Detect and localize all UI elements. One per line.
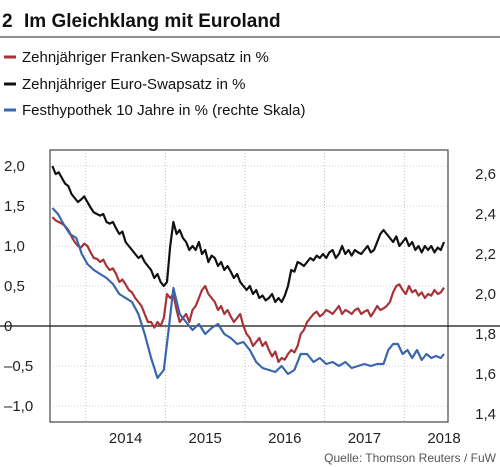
right-tick-label: 1,4 — [475, 406, 496, 423]
figure-number: 2 — [2, 11, 13, 32]
x-tick-label: 2014 — [109, 430, 142, 447]
left-tick-label: –1,0 — [4, 398, 33, 415]
left-tick-label: –0,5 — [4, 358, 33, 375]
x-tick-label: 2017 — [348, 430, 381, 447]
x-tick-label: 2015 — [189, 430, 222, 447]
legend-label-eur: Zehnjähriger Euro-Swapsatz in % — [22, 76, 245, 93]
right-tick-label: 1,6 — [475, 366, 496, 383]
source-note: Quelle: Thomson Reuters / FuW — [324, 451, 497, 465]
right-tick-label: 2,0 — [475, 286, 496, 303]
right-axis-ticks: 2,6 2,4 2,2 2,0 1,8 1,6 1,4 — [475, 166, 496, 423]
series-line-eur-swap — [51, 165, 446, 304]
series-line-chf-swap — [51, 216, 445, 364]
chart-title: Im Gleichklang mit Euroland — [24, 11, 281, 32]
x-axis-ticks: 2014 2015 2016 2017 2018 — [109, 430, 461, 447]
left-tick-label: 2,0 — [4, 158, 25, 175]
series-line-mortgage — [51, 207, 445, 380]
left-axis-ticks: 2,0 1,5 1,0 0,5 0 –0,5 –1,0 — [4, 158, 33, 415]
right-tick-label: 2,4 — [475, 206, 496, 223]
grid-lines — [50, 150, 448, 422]
right-tick-label: 2,2 — [475, 246, 496, 263]
left-tick-label: 1,5 — [4, 198, 25, 215]
legend: Zehnjähriger Franken-Swapsatz in % Zehnj… — [4, 49, 305, 119]
x-tick-label: 2016 — [268, 430, 301, 447]
left-tick-label: 0,5 — [4, 278, 25, 295]
legend-label-mortgage: Festhypothek 10 Jahre in % (rechte Skala… — [22, 102, 305, 119]
right-tick-label: 1,8 — [475, 326, 496, 343]
left-tick-label: 1,0 — [4, 238, 25, 255]
x-tick-label: 2018 — [427, 430, 460, 447]
right-tick-label: 2,6 — [475, 166, 496, 183]
legend-label-chf: Zehnjähriger Franken-Swapsatz in % — [22, 49, 269, 66]
series-group — [51, 165, 446, 380]
left-tick-label: 0 — [4, 318, 12, 335]
